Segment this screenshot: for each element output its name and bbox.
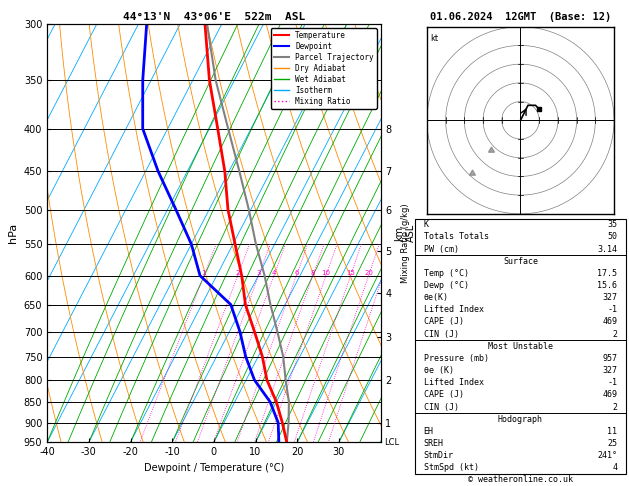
Text: EH: EH (423, 427, 433, 436)
Text: Lifted Index: Lifted Index (423, 378, 484, 387)
Text: K: K (423, 220, 428, 229)
Text: CIN (J): CIN (J) (423, 330, 459, 339)
Text: 8: 8 (311, 270, 315, 276)
Text: LCL: LCL (384, 438, 399, 447)
Text: 3.14: 3.14 (598, 244, 618, 254)
Y-axis label: km
ASL: km ASL (394, 224, 416, 243)
Text: CAPE (J): CAPE (J) (423, 390, 464, 399)
Text: PW (cm): PW (cm) (423, 244, 459, 254)
Text: CIN (J): CIN (J) (423, 402, 459, 412)
Text: Surface: Surface (503, 257, 538, 266)
Text: Totals Totals: Totals Totals (423, 232, 489, 242)
Text: -1: -1 (608, 305, 618, 314)
Text: 20: 20 (364, 270, 373, 276)
Text: 17.5: 17.5 (598, 269, 618, 278)
Text: kt: kt (431, 34, 439, 43)
Text: 3: 3 (257, 270, 261, 276)
Text: StmSpd (kt): StmSpd (kt) (423, 463, 479, 472)
Legend: Temperature, Dewpoint, Parcel Trajectory, Dry Adiabat, Wet Adiabat, Isotherm, Mi: Temperature, Dewpoint, Parcel Trajectory… (270, 28, 377, 109)
Text: θe (K): θe (K) (423, 366, 454, 375)
Text: 01.06.2024  12GMT  (Base: 12): 01.06.2024 12GMT (Base: 12) (430, 12, 611, 22)
Text: Dewp (°C): Dewp (°C) (423, 281, 469, 290)
Text: Temp (°C): Temp (°C) (423, 269, 469, 278)
Y-axis label: hPa: hPa (8, 223, 18, 243)
Text: CAPE (J): CAPE (J) (423, 317, 464, 327)
Text: 327: 327 (603, 366, 618, 375)
Text: Most Unstable: Most Unstable (488, 342, 553, 351)
Text: Lifted Index: Lifted Index (423, 305, 484, 314)
Text: 25: 25 (608, 439, 618, 448)
Text: 2: 2 (235, 270, 240, 276)
Text: θe(K): θe(K) (423, 293, 448, 302)
Text: 11: 11 (608, 427, 618, 436)
Text: 10: 10 (321, 270, 330, 276)
Text: Pressure (mb): Pressure (mb) (423, 354, 489, 363)
Text: 957: 957 (603, 354, 618, 363)
Text: StmDir: StmDir (423, 451, 454, 460)
X-axis label: Dewpoint / Temperature (°C): Dewpoint / Temperature (°C) (144, 463, 284, 473)
Text: 2: 2 (613, 402, 618, 412)
Text: © weatheronline.co.uk: © weatheronline.co.uk (468, 474, 573, 484)
Text: -1: -1 (608, 378, 618, 387)
Text: 4: 4 (613, 463, 618, 472)
Title: 44°13'N  43°06'E  522m  ASL: 44°13'N 43°06'E 522m ASL (123, 12, 305, 22)
Text: 15.6: 15.6 (598, 281, 618, 290)
Text: 241°: 241° (598, 451, 618, 460)
Text: SREH: SREH (423, 439, 443, 448)
Text: Mixing Ratio (g/kg): Mixing Ratio (g/kg) (401, 203, 410, 283)
Text: 15: 15 (346, 270, 355, 276)
Text: 50: 50 (608, 232, 618, 242)
Text: 35: 35 (608, 220, 618, 229)
Text: 327: 327 (603, 293, 618, 302)
Text: 469: 469 (603, 390, 618, 399)
Text: 4: 4 (272, 270, 276, 276)
Text: 1: 1 (202, 270, 206, 276)
Text: 2: 2 (613, 330, 618, 339)
Text: 6: 6 (294, 270, 299, 276)
Text: Hodograph: Hodograph (498, 415, 543, 424)
Text: 469: 469 (603, 317, 618, 327)
